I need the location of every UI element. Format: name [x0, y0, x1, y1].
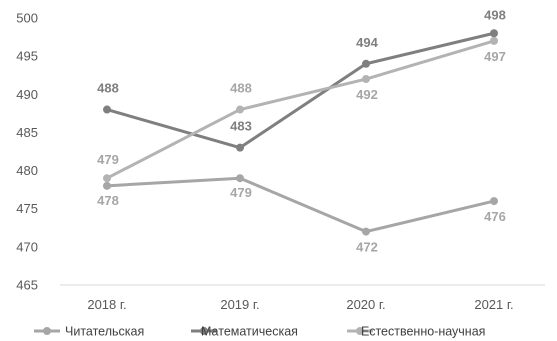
- series-line-2: [105, 39, 496, 180]
- y-tick-label: 480: [16, 163, 38, 178]
- data-label: 483: [230, 119, 252, 134]
- data-label: 497: [484, 49, 506, 64]
- x-tick-label: 2019 г.: [220, 297, 259, 312]
- y-tick-label: 490: [16, 87, 38, 102]
- legend-label: Математическая: [201, 325, 298, 339]
- legend: Читательская Математическая Естественно-на…: [34, 325, 485, 339]
- data-point: [103, 181, 111, 190]
- y-tick-label: 485: [16, 125, 38, 140]
- legend-label: Естественно-научная: [361, 325, 485, 339]
- x-tick-label: 2021 г.: [474, 297, 513, 312]
- data-label: 479: [97, 152, 119, 167]
- legend-item: Читательская: [34, 325, 144, 339]
- y-tick-label: 495: [16, 49, 38, 64]
- data-labels: 478 479 472 476 488 483 494 498 479 488 492 497: [97, 7, 506, 254]
- data-label: 478: [97, 193, 119, 208]
- data-point: [236, 105, 244, 114]
- x-tick-label: 2018 г.: [87, 297, 126, 312]
- data-point: [236, 143, 244, 152]
- y-tick-label: 475: [16, 201, 38, 216]
- data-point: [490, 29, 498, 38]
- series-line-0: [105, 176, 496, 234]
- legend-marker: [43, 327, 51, 335]
- legend-marker: [356, 327, 364, 335]
- legend-label: Читательская: [65, 325, 144, 339]
- data-point: [490, 36, 498, 45]
- legend-item: Математическая: [191, 325, 298, 339]
- legend-marker: [200, 327, 208, 335]
- series-layer: [103, 29, 498, 236]
- data-label: 488: [230, 81, 252, 96]
- data-point: [236, 174, 244, 183]
- data-point: [362, 75, 370, 84]
- data-label: 498: [484, 7, 506, 22]
- y-axis: 465 470 475 480 485 490 495 500: [16, 11, 38, 293]
- data-label: 492: [356, 87, 378, 102]
- data-point: [362, 59, 370, 68]
- data-label: 479: [230, 185, 252, 200]
- data-label: 476: [484, 209, 506, 224]
- data-label: 494: [356, 35, 378, 50]
- legend-item: Естественно-научная: [347, 325, 485, 339]
- x-tick-label: 2020 г.: [346, 297, 385, 312]
- x-axis: 2018 г. 2019 г. 2020 г. 2021 г.: [60, 284, 545, 312]
- y-tick-label: 470: [16, 239, 38, 254]
- data-point: [103, 105, 111, 114]
- data-label: 472: [356, 240, 378, 255]
- series-line-1: [105, 31, 496, 150]
- y-tick-label: 465: [16, 278, 38, 293]
- data-label: 488: [97, 81, 119, 96]
- data-point: [490, 197, 498, 206]
- data-point: [103, 174, 111, 183]
- y-tick-label: 500: [16, 11, 38, 26]
- data-point: [362, 227, 370, 236]
